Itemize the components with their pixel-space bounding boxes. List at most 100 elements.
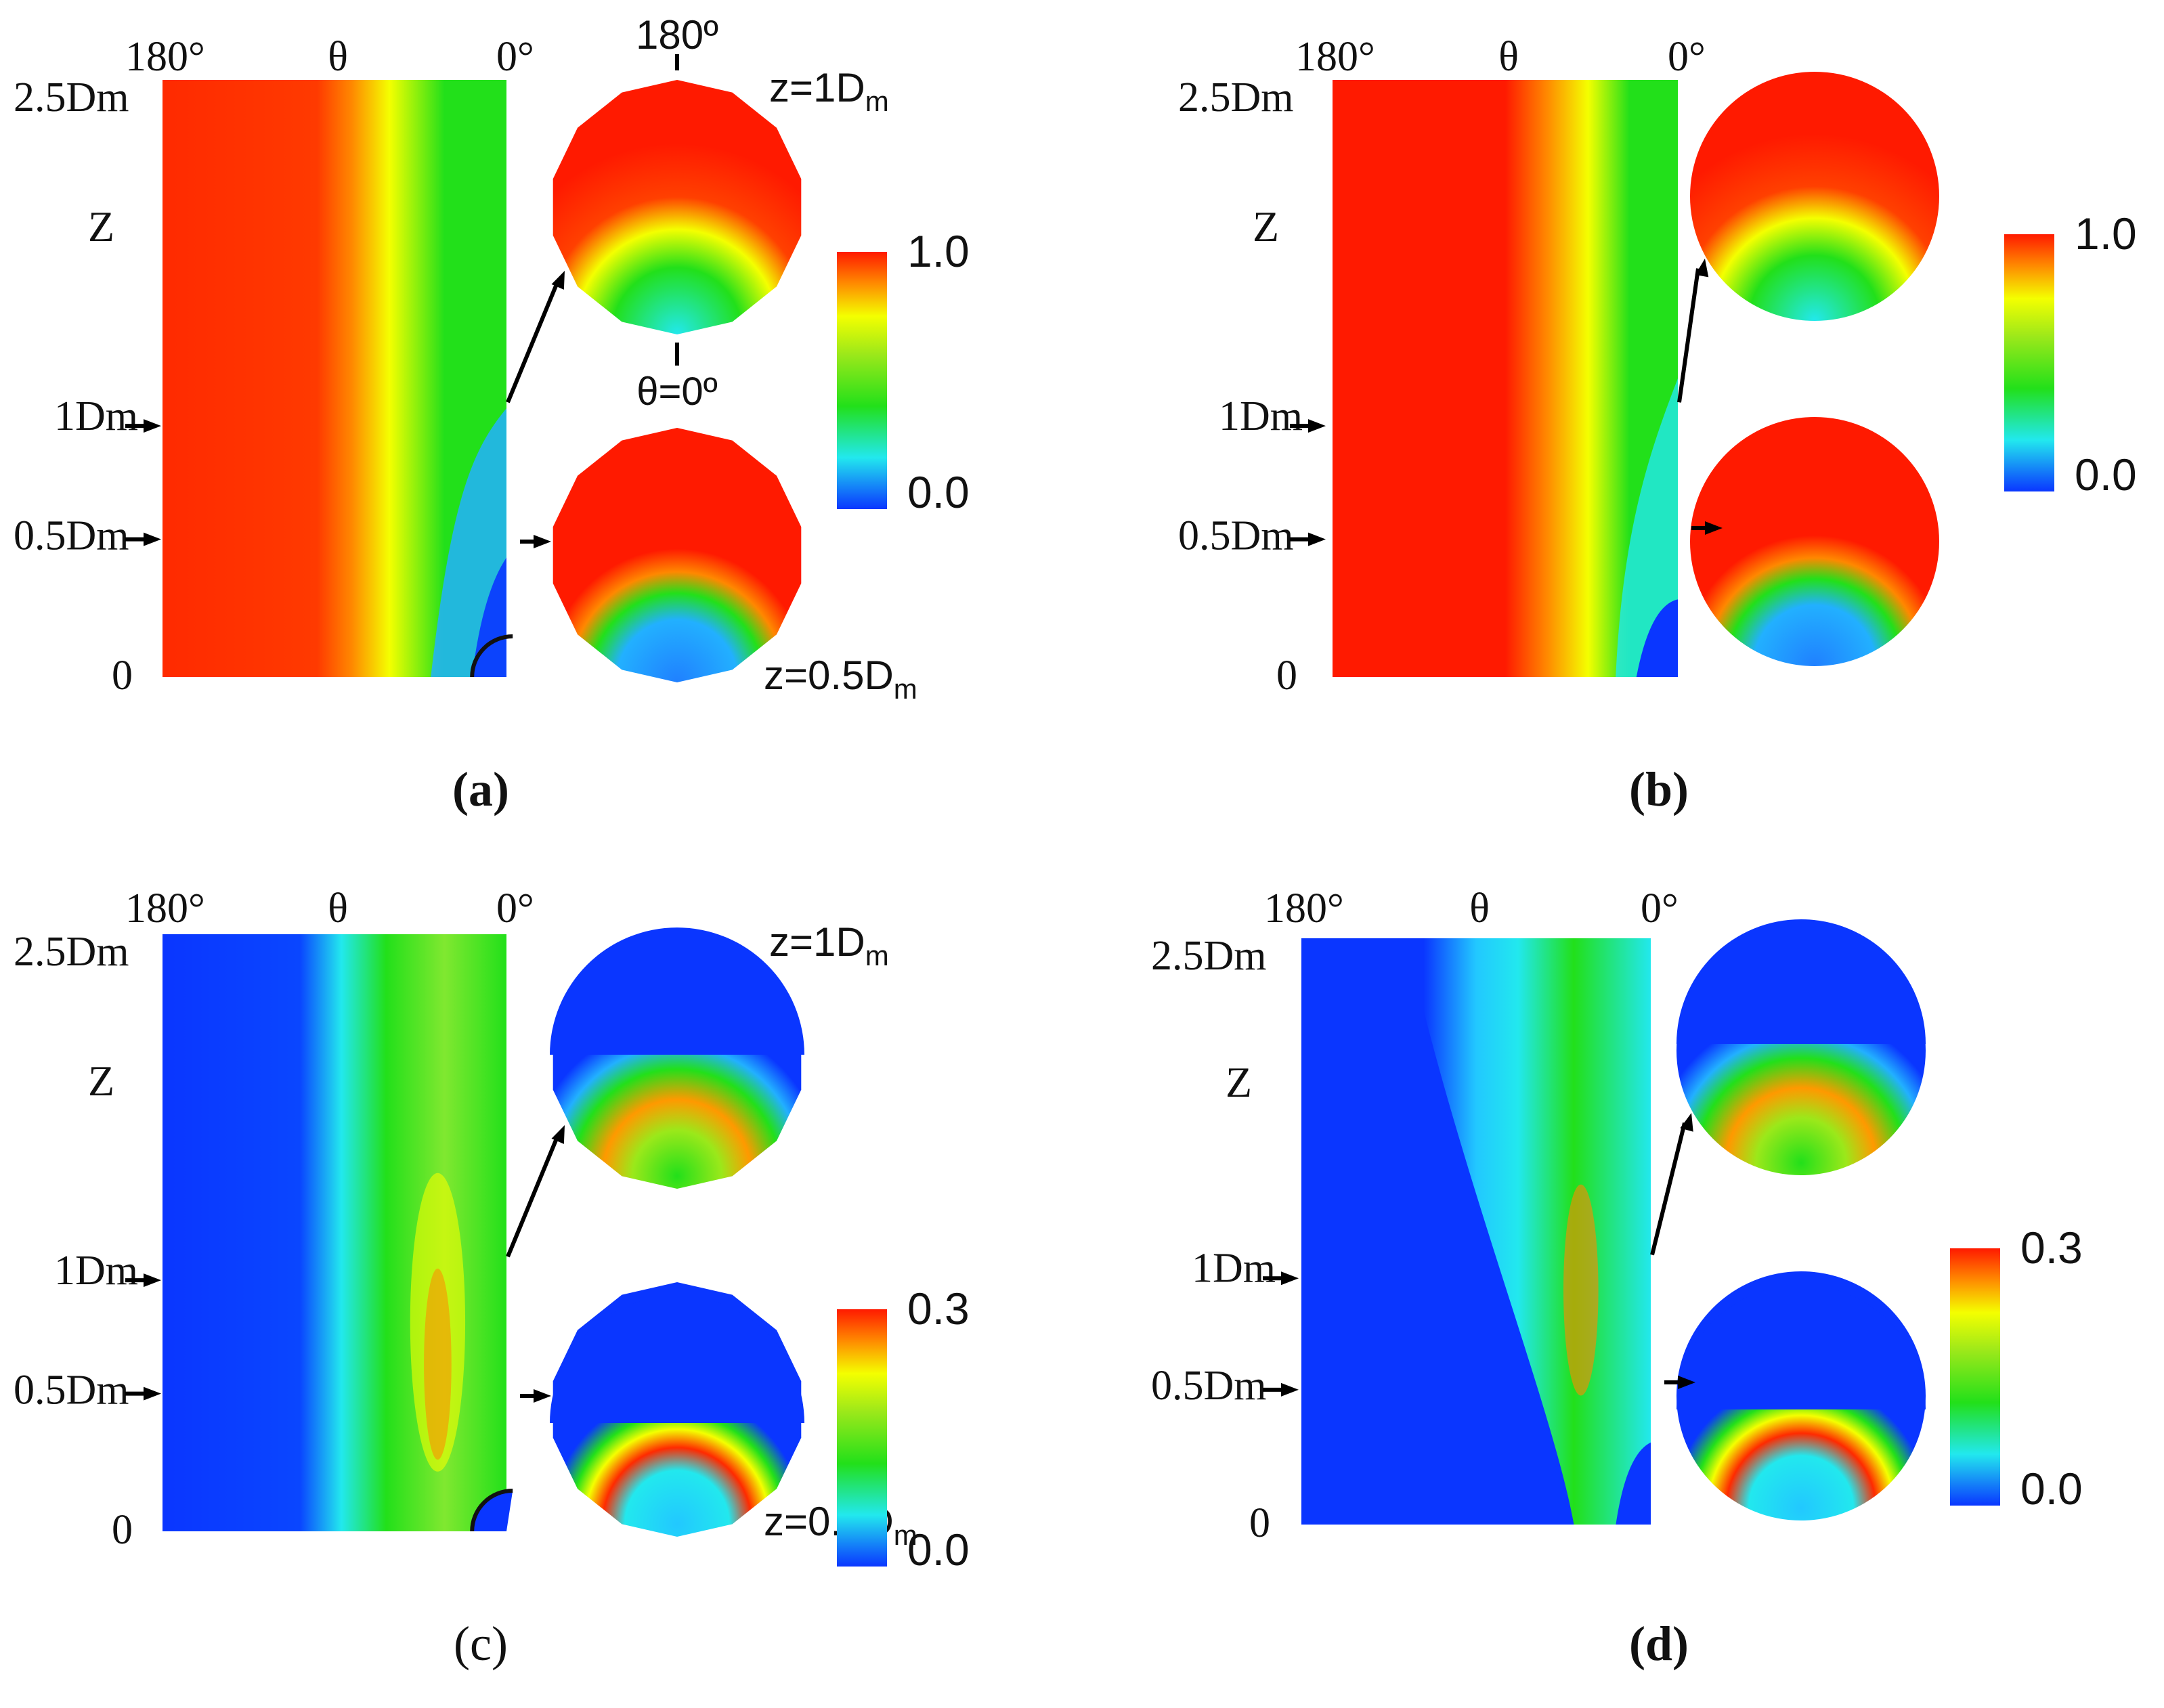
lowest-value-region xyxy=(472,557,506,677)
side-arrow-head xyxy=(1281,1382,1299,1397)
colorbar xyxy=(2004,234,2054,491)
corner-region xyxy=(1616,1442,1651,1525)
connector-line-upper xyxy=(1650,1122,1687,1256)
lower-zero-region xyxy=(550,1296,804,1423)
theta-label-0: 0° xyxy=(496,885,534,932)
z-label-main: z=1D xyxy=(769,919,865,965)
theta-label-180: 180° xyxy=(1295,34,1375,80)
top-angle-label: 180º xyxy=(636,12,718,58)
marker-arc xyxy=(470,1489,513,1532)
side-arrow-head xyxy=(1308,532,1326,546)
z-tick-1dm: 1Dm xyxy=(1192,1246,1276,1292)
colorbar-min-label: 0.0 xyxy=(2020,1464,2083,1514)
upper-zero-region xyxy=(550,927,804,1055)
theta-label-0: 0° xyxy=(1641,885,1679,932)
colorbar xyxy=(837,252,887,509)
theta-label-symbol: θ xyxy=(328,34,348,80)
connector-head-upper xyxy=(551,1125,565,1144)
peak-streak xyxy=(424,1268,452,1460)
theta-label-180: 180° xyxy=(125,885,205,932)
z-tick-2-5dm: 2.5Dm xyxy=(1151,933,1267,979)
side-arrow-head xyxy=(144,1386,161,1401)
colorbar-min-label: 0.0 xyxy=(907,467,970,517)
panel-c: 180° θ 0°2.5Dm1Dm0.5Dm0Zz=1Dmz=0.5Dm0.30.0… xyxy=(14,885,970,1671)
side-arrow-head xyxy=(144,419,161,433)
theta-label-symbol: θ xyxy=(328,885,348,932)
z-label-subscript: m xyxy=(865,85,889,117)
lower-zero-region xyxy=(1676,1285,1926,1409)
z-tick-0-5dm: 0.5Dm xyxy=(14,513,129,559)
colorbar xyxy=(837,1309,887,1567)
connector-head-lower xyxy=(1678,1376,1695,1389)
cross-section-lower xyxy=(553,428,802,682)
z-tick-2-5dm: 2.5Dm xyxy=(14,929,129,975)
colorbar-max-label: 1.0 xyxy=(907,226,970,276)
connector-head-lower xyxy=(534,1389,551,1403)
upper-zero-region xyxy=(1676,919,1926,1044)
colorbar-max-label: 0.3 xyxy=(907,1284,970,1334)
z-label-subscript: m xyxy=(865,940,889,971)
colorbar-max-label: 1.0 xyxy=(2075,209,2137,259)
low-value-region xyxy=(1616,378,1678,677)
connector-line-upper xyxy=(506,1134,560,1258)
connector-head-upper xyxy=(551,271,565,290)
z-label-main: z=0.5D xyxy=(764,653,894,698)
connector-line-upper xyxy=(506,280,560,403)
theta-label-180: 180° xyxy=(125,34,205,80)
upper-z-label: z=1Dm xyxy=(769,919,889,971)
z-tick-0-5dm: 0.5Dm xyxy=(1151,1363,1267,1409)
cross-section-upper xyxy=(1690,72,1939,321)
theta-z-contour-map xyxy=(1333,80,1678,677)
z-label-subscript: m xyxy=(894,673,917,705)
z-label-subscript: m xyxy=(894,1519,917,1551)
side-arrow-head xyxy=(1308,419,1326,433)
connector-head-lower xyxy=(1705,521,1723,535)
panel-caption: (a) xyxy=(452,762,509,816)
lowest-value-region xyxy=(1636,599,1678,677)
z-tick-0: 0 xyxy=(112,653,133,699)
z-tick-1dm: 1Dm xyxy=(54,393,138,439)
z-tick-1dm: 1Dm xyxy=(54,1248,138,1294)
connector-head-lower xyxy=(534,535,551,548)
theta-label-180: 180° xyxy=(1264,885,1344,932)
z-label-main: z=1D xyxy=(769,65,865,110)
connector-line-upper xyxy=(1677,268,1700,403)
side-arrow-head xyxy=(144,532,161,546)
upper-z-label: z=1Dm xyxy=(769,65,889,117)
theta-label-symbol: θ xyxy=(1469,885,1490,932)
panel-d: 180° θ 0° 2.5Dm 1Dm 0.5Dm 0 Z 0.3 0.0 (d) xyxy=(1151,885,2083,1671)
colorbar xyxy=(1950,1248,2000,1506)
panel-caption: (b) xyxy=(1629,762,1689,816)
panel-caption: (c) xyxy=(454,1617,508,1671)
cross-section-upper xyxy=(553,80,802,334)
corner-region xyxy=(472,1491,513,1531)
cross-section-lower xyxy=(1690,417,1939,666)
panel-caption: (d) xyxy=(1629,1617,1689,1671)
theta-label-symbol: θ xyxy=(1498,34,1519,80)
side-arrow-head xyxy=(144,1273,161,1288)
side-arrow-head xyxy=(1281,1271,1299,1286)
z-tick-0-5dm: 0.5Dm xyxy=(1178,513,1294,559)
z-axis-label: Z xyxy=(1226,1058,1252,1106)
z-axis-label: Z xyxy=(88,1057,114,1105)
z-tick-0: 0 xyxy=(1249,1500,1270,1546)
connector-head-upper xyxy=(1680,1113,1693,1132)
z-tick-2-5dm: 2.5Dm xyxy=(1178,74,1294,121)
z-tick-0: 0 xyxy=(1276,653,1297,699)
peak-streak xyxy=(1563,1184,1599,1396)
colorbar-max-label: 0.3 xyxy=(2020,1223,2083,1273)
z-tick-2-5dm: 2.5Dm xyxy=(14,74,129,121)
colorbar-min-label: 0.0 xyxy=(2075,450,2137,500)
theta-label-0: 0° xyxy=(496,34,534,80)
z-tick-0-5dm: 0.5Dm xyxy=(14,1367,129,1414)
marker-arc xyxy=(470,634,513,678)
colorbar-min-label: 0.0 xyxy=(907,1525,970,1575)
z-tick-0: 0 xyxy=(112,1507,133,1553)
panel-a: 180° θ 0°2.5Dm1Dm0.5Dm0Z180ºθ=0ºz=1Dmz=0.5… xyxy=(14,12,970,816)
connector-head-upper xyxy=(1695,259,1709,278)
lower-z-label: z=0.5Dm xyxy=(764,653,917,705)
z-tick-1dm: 1Dm xyxy=(1219,393,1303,439)
panel-b: 180° θ 0° 2.5Dm 1Dm 0.5Dm 0 Z 1.0 0.0 (b) xyxy=(1178,34,2137,816)
zero-region xyxy=(1301,938,1574,1525)
